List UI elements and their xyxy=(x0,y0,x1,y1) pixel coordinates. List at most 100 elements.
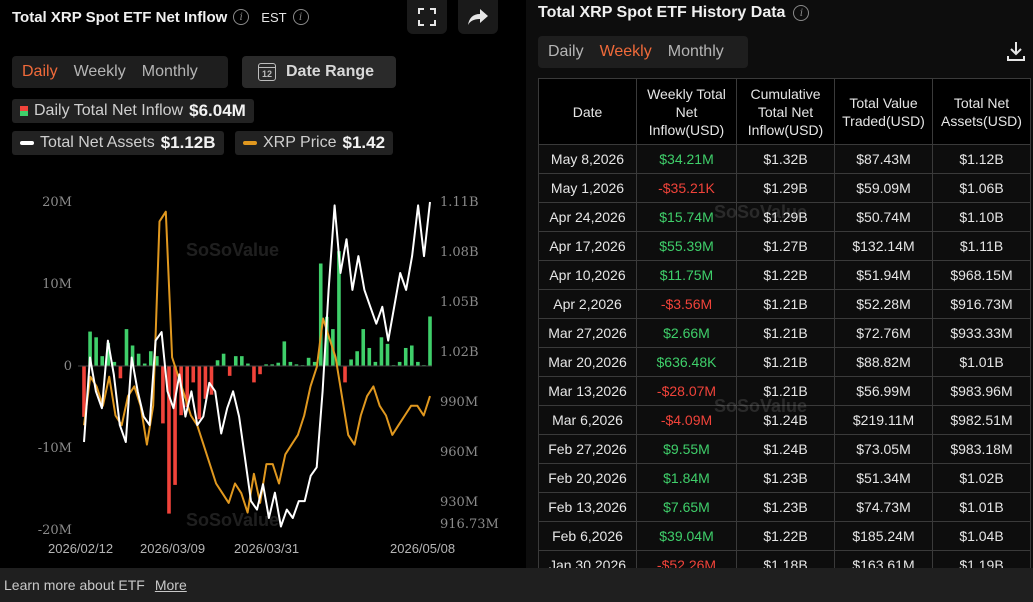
cell-date: Apr 10,2026 xyxy=(538,260,637,290)
table-row[interactable]: May 8,2026 $34.21M $1.32B $87.43M $1.12B xyxy=(538,144,1031,174)
table-row[interactable]: Mar 13,2026 -$28.07M $1.21B $56.99M $983.96M xyxy=(538,376,1031,406)
left-axis-tick-label: -10M xyxy=(38,441,72,456)
cell-inflow: $55.39M xyxy=(636,231,737,261)
inflow-bar xyxy=(191,366,196,383)
cell-cumulative: $1.21B xyxy=(736,347,835,377)
col-cumulative-inflow[interactable]: Cumulative Total Net Inflow(USD) xyxy=(736,78,835,145)
price-swatch xyxy=(243,141,257,145)
download-icon[interactable] xyxy=(1005,40,1027,62)
price-line xyxy=(83,210,431,514)
inflow-bar xyxy=(258,366,262,375)
more-link[interactable]: More xyxy=(154,577,187,593)
table-row[interactable]: Feb 20,2026 $1.84M $1.23B $51.34M $1.02B xyxy=(538,463,1031,493)
table-row[interactable]: Feb 27,2026 $9.55M $1.24B $73.05M $983.18M xyxy=(538,434,1031,464)
info-icon[interactable]: i xyxy=(233,9,250,25)
tab-weekly[interactable]: Weekly xyxy=(73,63,126,80)
history-period-tabs: Daily Weekly Monthly xyxy=(538,36,748,68)
cell-assets: $1.11B xyxy=(932,231,1031,261)
inflow-bar xyxy=(367,347,372,366)
cell-cumulative: $1.21B xyxy=(736,318,835,348)
tab-weekly[interactable]: Weekly xyxy=(599,43,652,60)
inflow-bar xyxy=(355,351,359,366)
legend-price-value: $1.42 xyxy=(342,133,386,152)
legend-price[interactable]: XRP Price $1.42 xyxy=(235,131,394,155)
inflow-bar xyxy=(221,353,226,366)
inflow-bar xyxy=(203,366,208,399)
cell-inflow: $7.65M xyxy=(636,492,737,522)
table-row[interactable]: Mar 27,2026 $2.66M $1.21B $72.76M $933.33M xyxy=(538,318,1031,348)
inflow-bar xyxy=(246,363,250,366)
inflow-bar xyxy=(130,345,135,366)
info-icon[interactable]: i xyxy=(793,5,810,21)
cell-cumulative: $1.29B xyxy=(736,173,835,203)
footer-text: Learn more about ETF xyxy=(4,577,145,593)
inflow-bar xyxy=(185,366,189,407)
cell-date: Apr 2,2026 xyxy=(538,289,637,319)
inflow-bar xyxy=(361,329,366,366)
timezone-info-icon[interactable]: i xyxy=(292,9,309,25)
date-range-button[interactable]: 12 Date Range xyxy=(242,56,396,88)
cell-cumulative: $1.21B xyxy=(736,289,835,319)
legend-inflow[interactable]: Daily Total Net Inflow $6.04M xyxy=(12,99,254,123)
cell-traded: $87.43M xyxy=(834,144,933,174)
cell-date: Mar 27,2026 xyxy=(538,318,637,348)
fullscreen-button[interactable] xyxy=(407,0,447,34)
legend-assets-label: Total Net Assets xyxy=(40,134,155,151)
col-date[interactable]: Date xyxy=(538,78,637,145)
tab-daily[interactable]: Daily xyxy=(548,43,584,60)
col-net-assets[interactable]: Total Net Assets(USD) xyxy=(932,78,1031,145)
cell-assets: $982.51M xyxy=(932,405,1031,435)
tab-monthly[interactable]: Monthly xyxy=(141,63,198,80)
inflow-bar xyxy=(94,337,98,366)
legend-assets[interactable]: Total Net Assets $1.12B xyxy=(12,131,224,155)
inflow-bar xyxy=(88,331,92,366)
inflow-bar xyxy=(136,353,141,366)
inflow-swatch xyxy=(20,106,28,116)
tab-monthly[interactable]: Monthly xyxy=(667,43,724,60)
cell-traded: $72.76M xyxy=(834,318,933,348)
table-row[interactable]: Feb 13,2026 $7.65M $1.23B $74.73M $1.01B xyxy=(538,492,1031,522)
inflow-bar xyxy=(209,366,214,395)
cell-inflow: $11.75M xyxy=(636,260,737,290)
cell-cumulative: $1.32B xyxy=(736,144,835,174)
inflow-bar xyxy=(373,361,378,366)
col-weekly-inflow[interactable]: Weekly Total Net Inflow(USD) xyxy=(636,78,737,145)
right-axis-tick-label: 1.05B xyxy=(440,295,479,310)
inflow-bar xyxy=(349,359,353,366)
date-range-label: Date Range xyxy=(286,63,375,80)
col-value-traded[interactable]: Total Value Traded(USD) xyxy=(834,78,933,145)
cell-date: Mar 13,2026 xyxy=(538,376,637,406)
cell-inflow: $9.55M xyxy=(636,434,737,464)
x-axis-tick-label: 2026/02/12 xyxy=(48,541,113,556)
table-row[interactable]: May 1,2026 -$35.21K $1.29B $59.09M $1.06B xyxy=(538,173,1031,203)
cell-cumulative: $1.21B xyxy=(736,376,835,406)
cell-traded: $88.82M xyxy=(834,347,933,377)
right-axis-tick-label: 1.11B xyxy=(440,195,479,210)
history-title-row: Total XRP Spot ETF History Data i xyxy=(538,2,810,24)
table-row[interactable]: Apr 17,2026 $55.39M $1.27B $132.14M $1.11B xyxy=(538,231,1031,261)
cell-date: Apr 24,2026 xyxy=(538,202,637,232)
table-row[interactable]: Mar 6,2026 -$4.09M $1.24B $219.11M $982.51M xyxy=(538,405,1031,435)
inflow-bar xyxy=(416,361,420,366)
cell-date: Feb 27,2026 xyxy=(538,434,637,464)
cell-assets: $1.10B xyxy=(932,202,1031,232)
cell-cumulative: $1.24B xyxy=(736,434,835,464)
cell-date: Mar 6,2026 xyxy=(538,405,637,435)
share-button[interactable] xyxy=(458,0,498,34)
inflow-bar xyxy=(142,363,147,366)
table-row[interactable]: Feb 6,2026 $39.04M $1.22B $185.24M $1.04B xyxy=(538,521,1031,551)
footer: Learn more about ETF More xyxy=(0,568,1033,602)
table-row[interactable]: Mar 20,2026 $636.48K $1.21B $88.82M $1.01B xyxy=(538,347,1031,377)
inflow-bar xyxy=(106,343,111,366)
table-row[interactable]: Apr 24,2026 $15.74M $1.29B $50.74M $1.10B xyxy=(538,202,1031,232)
tab-daily[interactable]: Daily xyxy=(22,63,58,80)
cell-traded: $185.24M xyxy=(834,521,933,551)
inflow-chart[interactable]: 20M 10M 0 -10M -20M 1.11B 1.08B 1.05B 1.02B 990M 9… xyxy=(0,192,522,568)
table-row[interactable]: Apr 2,2026 -$3.56M $1.21B $52.28M $916.73M xyxy=(538,289,1031,319)
inflow-bar xyxy=(385,343,390,366)
inflow-bar xyxy=(428,316,432,366)
inflow-bar xyxy=(233,356,238,366)
table-row[interactable]: Apr 10,2026 $11.75M $1.22B $51.94M $968.15M xyxy=(538,260,1031,290)
cell-traded: $51.94M xyxy=(834,260,933,290)
inflow-bar xyxy=(264,364,268,366)
